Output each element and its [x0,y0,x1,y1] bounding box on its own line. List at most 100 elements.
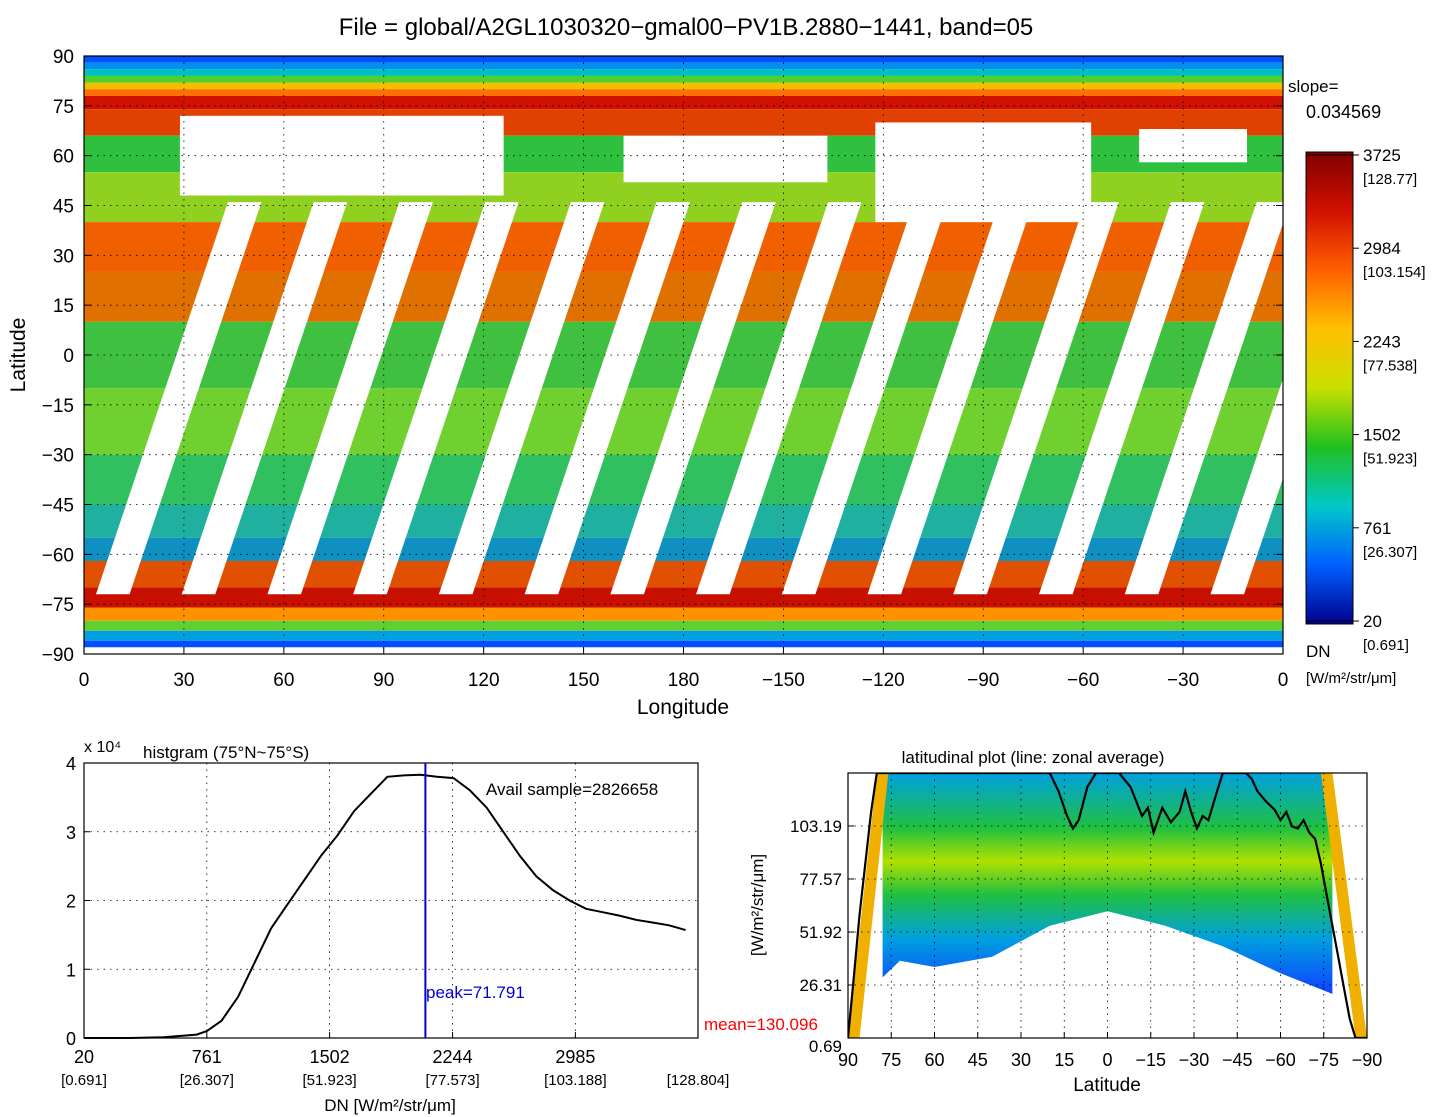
colorbar-tick-radiance: [103.154] [1363,264,1426,281]
histogram-multiplier: x 10⁴ [84,739,121,756]
map-swath-gap [867,202,1034,595]
map-y-ticks: 90 75 60 45 30 15 0 −15 −30 −45 −60 −75 −90 [42,47,1283,666]
colorbar-units-label: [W/m²/str/μm] [1306,670,1396,687]
map-x-tick-label: 150 [568,670,600,691]
histogram-peak-annotation: peak=71.791 [426,983,525,1002]
colorbar-tick-dn: 761 [1363,519,1391,538]
colorbar-tick-dn: 1502 [1363,426,1401,445]
map-swath-gaps [95,115,1283,595]
latitudinal-panel: 0.69 26.31 51.92 77.57 103.19 90 75 60 45 30 15 0 −… [748,748,1382,1096]
histogram-x-tick-dn: 761 [192,1047,222,1067]
latitudinal-y-tick-label: 51.92 [799,923,842,942]
latitudinal-x-tick-label: 0 [1102,1050,1112,1070]
colorbar-tick-dn: 3725 [1363,146,1401,165]
latitudinal-x-tick-label: 60 [924,1050,944,1070]
colorbar-tick-radiance: [0.691] [1363,637,1409,654]
colorbar-tick-radiance: [77.538] [1363,357,1417,374]
histogram-y-tick-label: 0 [66,1029,76,1049]
map-lat-band [84,69,1283,76]
colorbar-tick-radiance: [26.307] [1363,544,1417,561]
latitudinal-density-area [882,773,1333,994]
map-lat-band [84,75,1283,83]
latitudinal-y-tick-label: 103.19 [790,817,842,836]
histogram-x-tick-dn: 1502 [310,1047,350,1067]
colorbar [1305,151,1354,625]
latitudinal-south-edge [1320,773,1367,1038]
map-swath-gap [438,202,605,595]
histogram-x-tick-dn: 2985 [555,1047,595,1067]
histogram-x-axis-label: DN [W/m²/str/μm] [324,1096,456,1115]
map-x-tick-label: −150 [762,670,805,691]
map-cloud-patch [623,135,828,183]
map-swath-gap [353,202,519,595]
latitudinal-y-ticks: 0.69 26.31 51.92 77.57 103.19 [790,817,854,1056]
latitudinal-density-field [848,773,1367,1038]
map-x-tick-label: 120 [468,670,500,691]
histogram-x-tick-radiance: [0.691] [61,1072,107,1089]
histogram-x-tick-radiance: [77.573] [425,1072,479,1089]
histogram-line [84,773,686,1039]
slope-value: 0.034569 [1306,102,1381,122]
map-x-tick-label: 180 [668,670,700,691]
map-swath-gap [610,202,776,595]
histogram-x-tick-dn: 2244 [433,1047,473,1067]
latitudinal-x-tick-label: −75 [1308,1050,1339,1070]
map-y-tick-label: 30 [53,246,74,267]
latitudinal-y-tick-label: 26.31 [799,976,842,995]
map-lat-band [84,620,1283,631]
map-swath-gap [696,202,862,595]
colorbar-tick-dn: 20 [1363,612,1382,631]
map-lat-band [84,82,1283,90]
histogram-panel: 0 1 2 3 4 20 [0.691] 761 [26.307] 1502 [51.923] 22… [61,739,818,1115]
colorbar-tick-radiance: [128.77] [1363,171,1417,188]
map-y-tick-label: 60 [53,147,74,168]
map-swath-gap [781,202,948,595]
map-swath-gap [1210,378,1283,595]
map-swath-gap [524,202,691,595]
map-swath-gap [1039,202,1205,595]
histogram-x-tick-radiance: [51.923] [302,1072,356,1089]
latitudinal-x-tick-label: −90 [1352,1050,1383,1070]
histogram-x-tick-radiance: [128.804] [667,1072,730,1089]
map-y-tick-label: −75 [42,595,74,616]
map-y-tick-label: −90 [42,645,74,666]
map-x-tick-label: 0 [79,670,90,691]
colorbar-tick-dn: 2243 [1363,332,1401,351]
latitudinal-title: latitudinal plot (line: zonal average) [902,748,1165,767]
map-swath-gap [267,202,433,595]
map-x-tick-label: −90 [967,670,999,691]
map-y-tick-label: −15 [42,396,74,417]
latitudinal-y-axis-label: [W/m²/str/μm] [748,854,767,956]
map-y-tick-label: 15 [53,296,74,317]
map-lat-band [84,504,1283,538]
histogram-y-tick-label: 4 [66,754,76,774]
histogram-y-tick-label: 2 [66,892,76,912]
map-x-tick-label: 30 [173,670,194,691]
map-x-tick-label: −30 [1167,670,1199,691]
histogram-title: histgram (75°N~75°S) [143,743,309,762]
map-x-tick-label: −120 [862,670,905,691]
map-y-tick-label: −30 [42,446,74,467]
map-x-tick-label: 60 [273,670,294,691]
latitudinal-north-edge [848,773,889,1038]
map-x-tick-label: 0 [1278,670,1289,691]
map-swath-gap [95,202,262,595]
latitudinal-x-tick-label: −60 [1265,1050,1296,1070]
map-lat-band [84,56,1283,63]
map-y-tick-label: −45 [42,496,74,517]
histogram-x-tick-radiance: [26.307] [180,1072,234,1089]
latitudinal-x-tick-label: −30 [1179,1050,1210,1070]
map-cloud-patch [875,122,1092,223]
map-x-tick-label: 90 [373,670,394,691]
map-y-tick-label: −60 [42,545,74,566]
latitudinal-y-tick-label: 77.57 [799,870,842,889]
map-y-tick-label: 75 [53,97,74,118]
map-y-tick-label: 45 [53,197,74,218]
map-swath-gap [953,202,1119,595]
zonal-average-line [848,773,1367,1038]
latitudinal-x-tick-label: 75 [881,1050,901,1070]
latitudinal-x-tick-label: 15 [1054,1050,1074,1070]
map-y-tick-label: 90 [53,47,74,68]
histogram-axes-frame [83,762,699,1039]
